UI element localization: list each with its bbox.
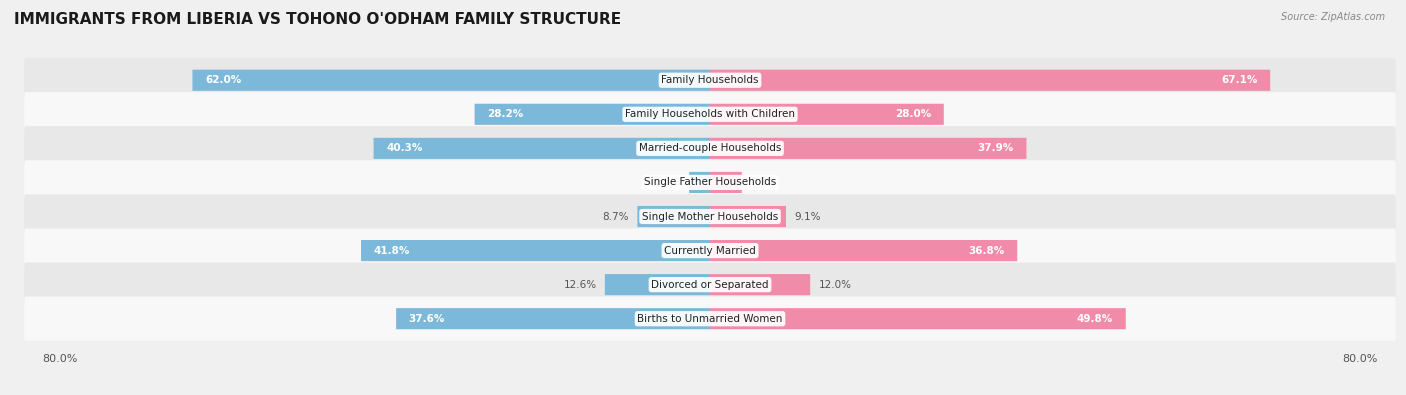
FancyBboxPatch shape <box>24 160 1396 205</box>
FancyBboxPatch shape <box>689 172 710 193</box>
Text: 28.0%: 28.0% <box>896 109 931 119</box>
FancyBboxPatch shape <box>605 274 710 295</box>
Text: Currently Married: Currently Married <box>664 246 756 256</box>
Text: 9.1%: 9.1% <box>794 211 821 222</box>
FancyBboxPatch shape <box>374 138 710 159</box>
FancyBboxPatch shape <box>24 297 1396 341</box>
Text: Single Father Households: Single Father Households <box>644 177 776 188</box>
FancyBboxPatch shape <box>24 126 1396 171</box>
FancyBboxPatch shape <box>24 228 1396 273</box>
FancyBboxPatch shape <box>396 308 710 329</box>
Text: 37.6%: 37.6% <box>409 314 446 324</box>
Text: Married-couple Households: Married-couple Households <box>638 143 782 153</box>
Text: Family Households: Family Households <box>661 75 759 85</box>
Text: 80.0%: 80.0% <box>42 354 77 365</box>
Text: 12.6%: 12.6% <box>564 280 596 290</box>
Text: 2.5%: 2.5% <box>654 177 681 188</box>
Text: 80.0%: 80.0% <box>1343 354 1378 365</box>
Text: 41.8%: 41.8% <box>374 246 411 256</box>
Text: 12.0%: 12.0% <box>818 280 852 290</box>
FancyBboxPatch shape <box>710 138 1026 159</box>
FancyBboxPatch shape <box>710 104 943 125</box>
FancyBboxPatch shape <box>710 308 1126 329</box>
Text: 3.8%: 3.8% <box>751 177 776 188</box>
FancyBboxPatch shape <box>24 263 1396 307</box>
Text: IMMIGRANTS FROM LIBERIA VS TOHONO O'ODHAM FAMILY STRUCTURE: IMMIGRANTS FROM LIBERIA VS TOHONO O'ODHA… <box>14 12 621 27</box>
Text: 67.1%: 67.1% <box>1222 75 1257 85</box>
FancyBboxPatch shape <box>193 70 710 91</box>
Text: 36.8%: 36.8% <box>969 246 1005 256</box>
Text: 40.3%: 40.3% <box>387 143 422 153</box>
Text: 8.7%: 8.7% <box>603 211 628 222</box>
Text: 49.8%: 49.8% <box>1077 314 1114 324</box>
FancyBboxPatch shape <box>24 92 1396 136</box>
Text: Births to Unmarried Women: Births to Unmarried Women <box>637 314 783 324</box>
FancyBboxPatch shape <box>710 70 1270 91</box>
FancyBboxPatch shape <box>24 194 1396 239</box>
FancyBboxPatch shape <box>710 172 742 193</box>
FancyBboxPatch shape <box>710 206 786 227</box>
FancyBboxPatch shape <box>710 240 1017 261</box>
Text: Source: ZipAtlas.com: Source: ZipAtlas.com <box>1281 12 1385 22</box>
FancyBboxPatch shape <box>361 240 710 261</box>
FancyBboxPatch shape <box>637 206 710 227</box>
FancyBboxPatch shape <box>24 58 1396 102</box>
Text: 37.9%: 37.9% <box>977 143 1014 153</box>
Text: 28.2%: 28.2% <box>486 109 523 119</box>
Text: 62.0%: 62.0% <box>205 75 242 85</box>
Text: Divorced or Separated: Divorced or Separated <box>651 280 769 290</box>
Text: Family Households with Children: Family Households with Children <box>626 109 794 119</box>
FancyBboxPatch shape <box>710 274 810 295</box>
FancyBboxPatch shape <box>475 104 710 125</box>
Text: Single Mother Households: Single Mother Households <box>643 211 778 222</box>
